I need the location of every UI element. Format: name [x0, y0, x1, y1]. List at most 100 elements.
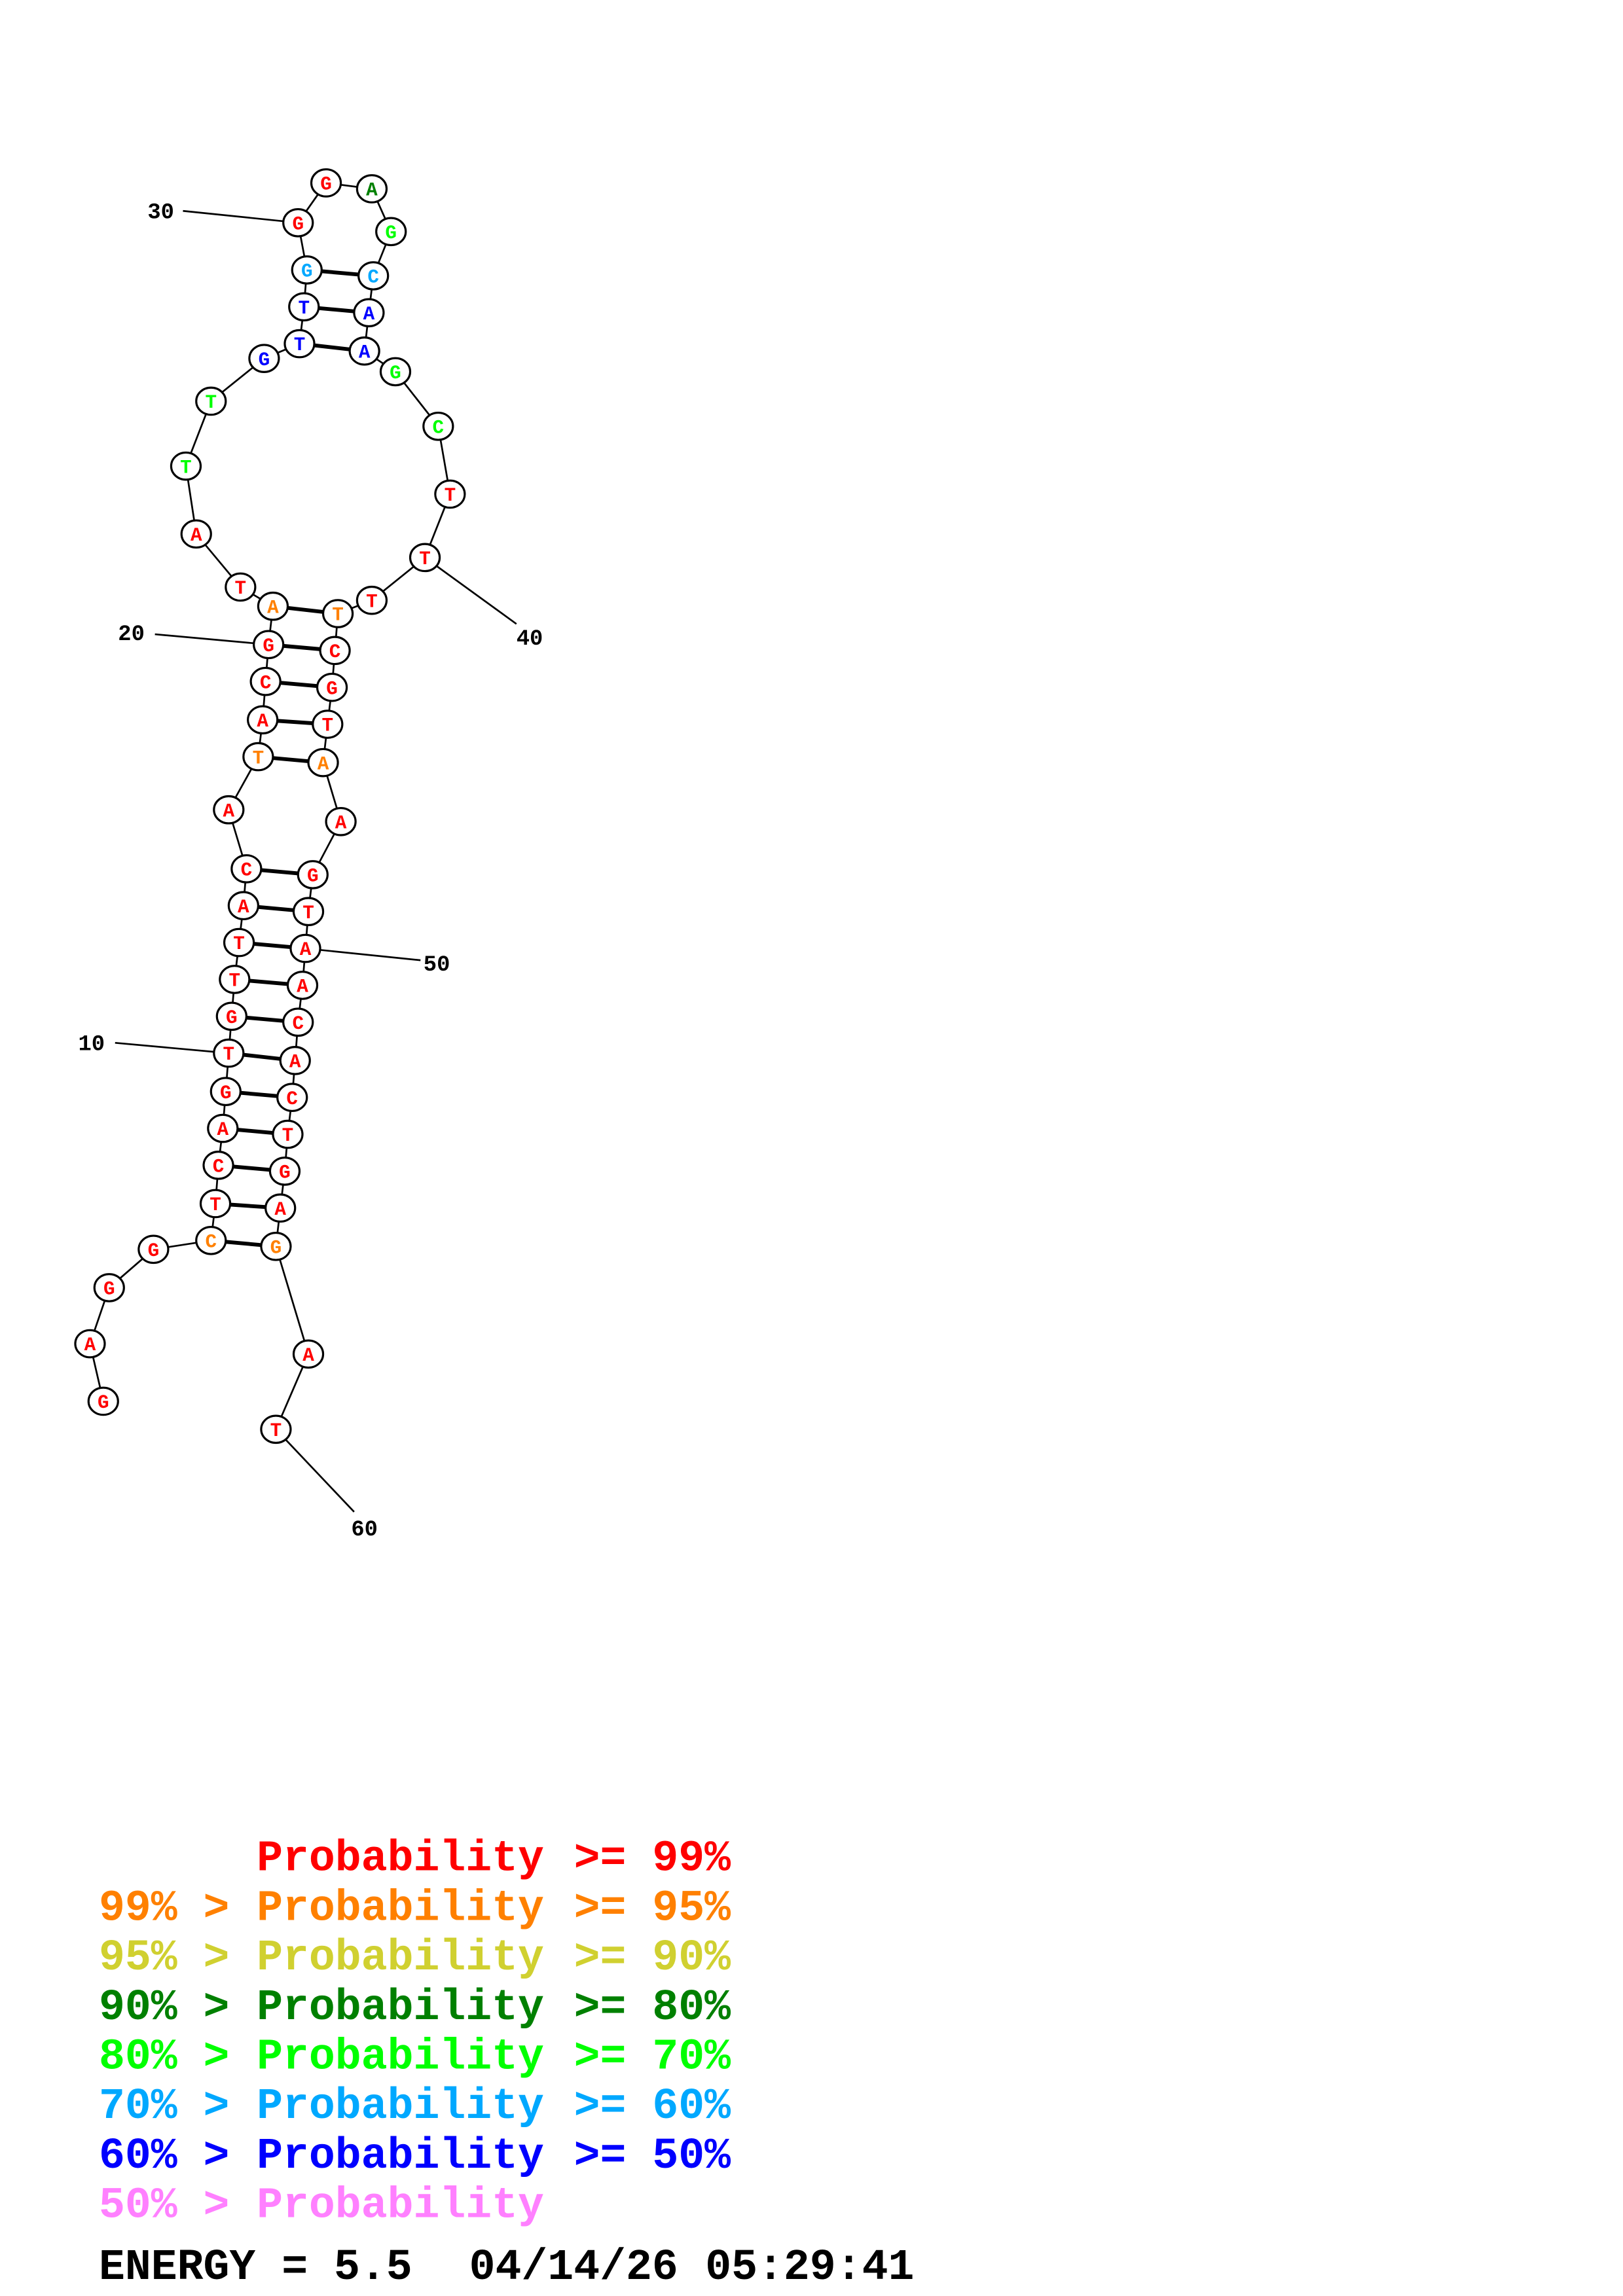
nucleotide: C	[230, 854, 263, 884]
legend-right: >= 50%	[574, 2132, 731, 2181]
nucleotide: T	[213, 1038, 245, 1068]
nucleotide-circle	[215, 1001, 247, 1031]
legend-right: >= 80%	[574, 1983, 731, 2032]
nucleotide-letter: A	[363, 304, 375, 325]
nucleotide-circle	[289, 933, 321, 963]
nucleotide: G	[316, 672, 348, 702]
nucleotide-letter: T	[298, 298, 310, 319]
legend-right: >= 70%	[574, 2032, 731, 2081]
nucleotide: G	[87, 1386, 119, 1416]
legend-left: 99% >	[99, 1884, 229, 1933]
nucleotide-circle	[434, 479, 466, 509]
index-tick-line	[183, 209, 299, 224]
nucleotide-circle	[247, 705, 279, 735]
nucleotide-letter: T	[210, 1194, 221, 1216]
nucleotide-letter: A	[302, 1345, 314, 1367]
nucleotide: T	[292, 897, 325, 927]
nucleotide-letter: C	[213, 1157, 225, 1178]
nucleotide: A	[213, 795, 245, 825]
legend-probability: Probability	[257, 1983, 544, 2032]
legend: Probability >= 99%99% > Probability >= 95%9…	[99, 1835, 731, 2231]
nucleotide-circle	[223, 927, 255, 958]
nucleotide-letter: G	[220, 1083, 232, 1104]
nucleotide-letter: G	[270, 1237, 282, 1259]
legend-left: 80% >	[99, 2032, 229, 2081]
nucleotide-circle	[283, 329, 316, 359]
nucleotide-letter: G	[320, 174, 332, 196]
nucleotide-circle	[292, 1339, 325, 1369]
nucleotide-circle	[199, 1189, 232, 1219]
nucleotide-circle	[137, 1234, 170, 1265]
nucleotide-letter: G	[326, 678, 338, 700]
nucleotide-letter: A	[359, 342, 371, 364]
nucleotide: A	[356, 174, 388, 204]
nucleotide-letter: G	[259, 350, 270, 371]
nucleotide-circle	[272, 1119, 304, 1149]
nucleotide: A	[227, 891, 259, 921]
nucleotide-letter: A	[223, 800, 235, 822]
nucleotide-letter: G	[226, 1007, 238, 1029]
nucleotide: T	[225, 572, 257, 602]
nucleotide-letter: T	[229, 971, 241, 992]
nucleotide: A	[353, 298, 385, 328]
nucleotide: A	[348, 336, 380, 366]
nucleotide-letter: G	[279, 1162, 291, 1184]
nucleotide-letter: T	[233, 933, 245, 955]
nucleotide-circle	[257, 591, 289, 621]
nucleotide-letter: T	[322, 715, 334, 737]
nucleotide-letter: T	[270, 1420, 282, 1442]
nucleotide-letter: G	[385, 223, 397, 244]
nucleotide: G	[260, 1232, 292, 1261]
nucleotide: C	[202, 1151, 234, 1180]
legend-probability: Probability	[257, 2132, 544, 2181]
legend-row: 50% > Probability	[99, 2181, 544, 2231]
nucleotide-letter: G	[390, 363, 401, 384]
nucleotide: T	[170, 451, 202, 481]
legend-right: >= 95%	[574, 1884, 731, 1933]
nucleotide: C	[282, 1007, 314, 1037]
legend-row: 90% > Probability >= 80%	[99, 1983, 731, 2032]
nucleotide: G	[248, 344, 280, 373]
nucleotide-circle	[207, 1113, 239, 1143]
nucleotide: C	[276, 1083, 308, 1113]
nucleotide-circle	[264, 1193, 297, 1223]
nucleotide-circle	[253, 630, 285, 660]
nucleotide-letter: C	[205, 1231, 217, 1253]
nucleotide-letter: C	[367, 267, 379, 289]
backbone-link	[275, 1246, 310, 1355]
legend-row: 70% > Probability >= 60%	[99, 2082, 731, 2131]
nucleotide-letter: C	[260, 672, 272, 694]
nucleotide: G	[268, 1157, 301, 1186]
nucleotide-letter: T	[253, 747, 264, 769]
nucleotide-letter: C	[241, 860, 253, 882]
legend-row: 95% > Probability >= 90%	[99, 1933, 731, 1982]
nucleotide: T	[356, 585, 388, 615]
nucleotide-circle	[249, 666, 282, 696]
nucleotide-circle	[170, 451, 202, 481]
legend-probability: Probability	[257, 2032, 544, 2081]
nucleotide-circle	[310, 168, 342, 198]
nucleotide-letter: G	[263, 636, 274, 657]
nucleotide-letter: T	[445, 485, 456, 507]
nucleotide-letter: T	[180, 457, 192, 478]
legend-left: 60% >	[99, 2132, 229, 2181]
legend-left: 95% >	[99, 1933, 229, 1982]
nucleotide-circle	[307, 747, 339, 778]
nucleotide-circle	[279, 1046, 311, 1075]
nucleotide-circle	[260, 1414, 292, 1444]
legend-left: 70% >	[99, 2082, 229, 2131]
nucleotide-circle	[422, 411, 454, 441]
legend-probability: Probability	[257, 1884, 544, 1933]
nucleotide-letter: T	[419, 548, 431, 570]
nucleotide-circle	[180, 519, 212, 549]
footer: ENERGY = 5.5 04/14/26 05:29:41	[99, 2243, 914, 2292]
nucleotide-letter: T	[235, 578, 247, 600]
nucleotide-circle	[74, 1329, 106, 1359]
nucleotide-letter: A	[300, 939, 312, 961]
nucleotide-circle	[288, 292, 320, 322]
nucleotide-circle	[321, 599, 354, 628]
index-tick-line	[305, 947, 421, 961]
nucleotide-letter: A	[366, 180, 378, 202]
